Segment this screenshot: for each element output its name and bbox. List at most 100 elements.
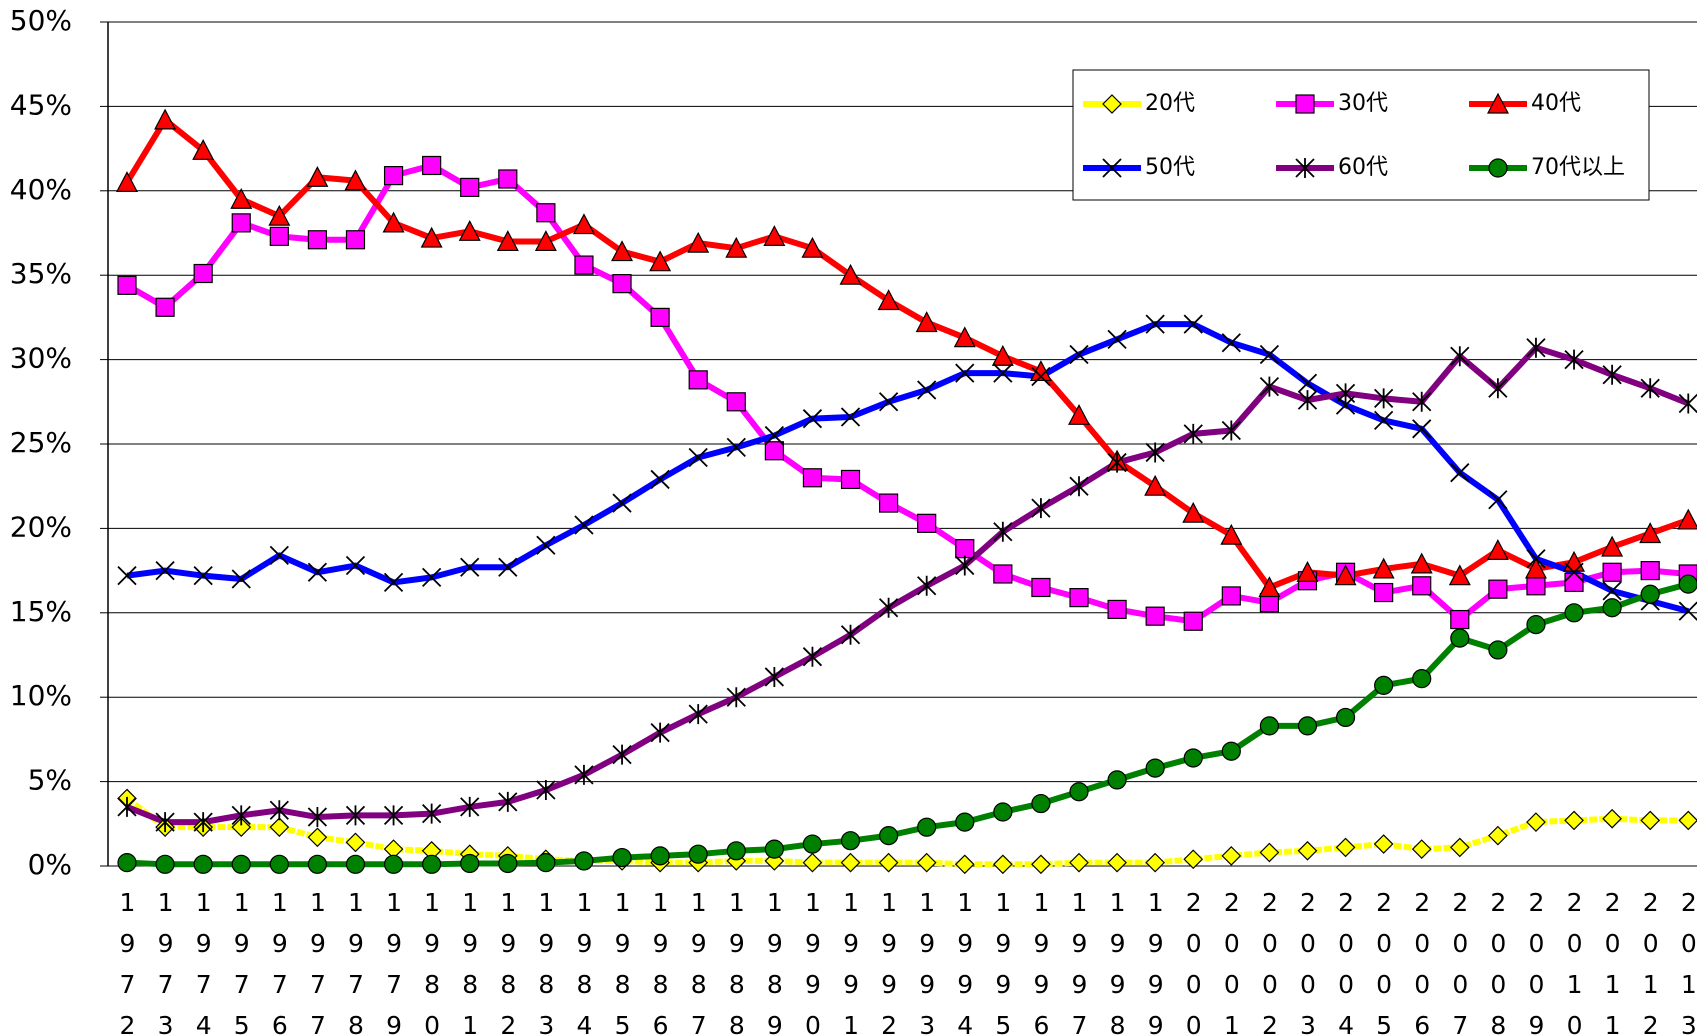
marker [231,805,251,826]
marker [1602,808,1622,829]
marker [1412,576,1432,596]
x-tick-label: 1980 [417,888,447,1035]
marker [307,827,328,848]
marker [650,846,670,866]
marker [536,203,556,223]
marker [1526,576,1546,596]
marker [1487,92,1509,114]
marker [955,539,975,559]
marker [1526,337,1546,358]
marker [193,812,213,833]
marker [1031,577,1051,598]
marker [1410,552,1433,574]
x-tick-label: 2010 [1560,888,1590,1035]
marker [117,796,137,817]
marker [1450,609,1470,630]
marker [307,230,327,250]
marker [269,800,289,821]
marker [1145,758,1165,778]
x-tick-label: 2000 [1179,888,1209,1035]
marker [650,307,670,327]
marker [1183,314,1203,334]
y-tick-label: 45% [10,88,72,121]
marker [878,852,899,873]
marker [764,425,784,446]
marker [1374,388,1394,409]
marker [1297,840,1318,861]
marker [231,817,252,838]
x-tick-label: 2008 [1483,888,1513,1035]
legend-label: 50代 [1145,155,1195,180]
marker [345,805,366,826]
marker [1295,94,1315,114]
marker [688,370,708,390]
marker [460,853,480,874]
marker [1296,560,1319,582]
y-tick-label: 5% [28,764,72,797]
marker [1601,535,1624,557]
marker [231,213,251,233]
marker [345,832,366,853]
marker [1183,849,1204,870]
marker [1374,675,1394,695]
x-tick-label: 2011 [1598,888,1628,1035]
marker [612,847,632,868]
marker [991,344,1014,366]
marker [1640,378,1660,399]
x-tick-label: 1984 [569,888,599,1035]
marker [1488,490,1508,510]
marker [307,562,328,582]
y-tick-label: 10% [10,679,72,712]
legend-label: 40代 [1531,91,1581,116]
marker [1295,158,1315,178]
marker [1564,562,1584,582]
marker [1373,834,1394,854]
x-tick-label: 1994 [950,888,980,1035]
marker [878,826,899,846]
marker [650,469,670,490]
marker [498,853,518,874]
marker [802,646,823,667]
marker [1068,404,1090,425]
x-tick-label: 1983 [531,888,561,1035]
marker [422,803,442,824]
marker [915,311,938,333]
x-tick-label: 1989 [760,888,790,1035]
marker [1677,508,1697,530]
marker [917,380,937,400]
marker [1602,364,1622,385]
x-tick-label: 1978 [341,888,371,1035]
marker [1450,463,1470,483]
marker [383,166,404,186]
marker [953,326,976,348]
marker [840,469,861,490]
marker [1564,572,1584,593]
marker [1182,501,1205,523]
marker [1069,782,1089,802]
marker [1069,476,1089,497]
marker [1602,598,1622,618]
marker [269,226,289,246]
marker [1069,852,1089,873]
marker [801,236,824,258]
x-tick-label: 1977 [303,888,333,1035]
y-tick-label: 30% [10,342,72,375]
marker [1183,423,1203,444]
marker [1412,419,1432,439]
marker [802,409,823,429]
legend-label: 60代 [1338,155,1388,180]
y-tick-label: 25% [10,426,72,459]
marker [802,834,823,854]
marker [307,807,328,828]
marker [1412,391,1432,412]
marker [1031,854,1051,875]
marker [1102,158,1122,178]
marker [155,854,175,874]
x-tick-label: 1973 [151,888,181,1035]
marker [1524,557,1547,579]
marker [230,187,253,209]
x-tick-label: 1985 [608,888,638,1035]
marker [1678,574,1697,594]
marker [422,854,442,874]
marker [1334,564,1357,586]
